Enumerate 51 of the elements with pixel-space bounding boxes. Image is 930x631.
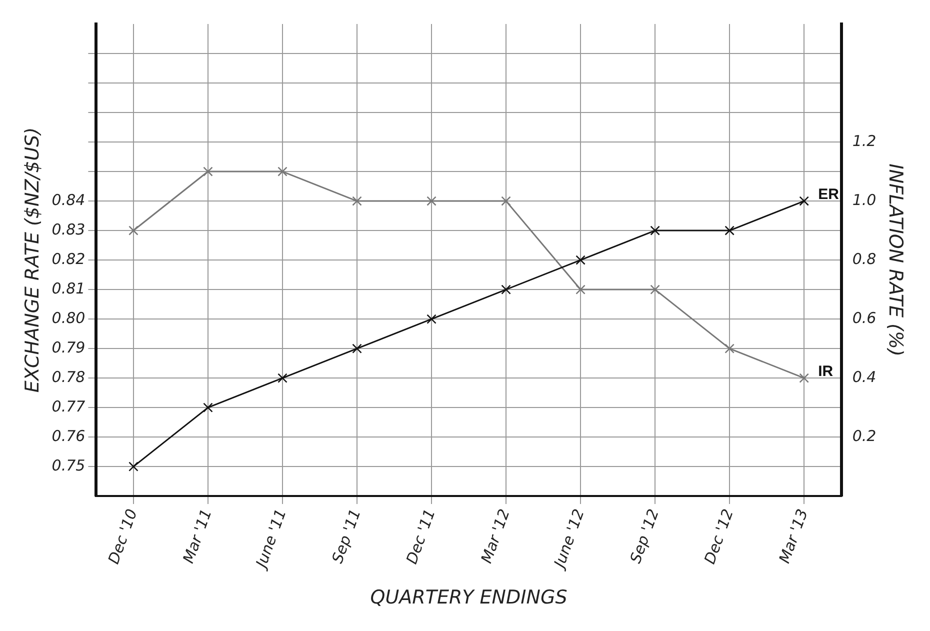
point bbox=[128, 462, 138, 472]
point bbox=[799, 373, 809, 383]
y2-tick-label: 0.6 bbox=[852, 308, 876, 327]
y-tick-label: 0.81 bbox=[52, 279, 86, 298]
point bbox=[352, 196, 362, 206]
point bbox=[203, 166, 213, 176]
point bbox=[799, 196, 809, 206]
point bbox=[128, 226, 138, 236]
y2-tick-label: 1.0 bbox=[852, 190, 876, 209]
y-tick-label: 0.76 bbox=[52, 426, 86, 445]
series-label: IR bbox=[818, 363, 834, 380]
point bbox=[576, 284, 586, 294]
point bbox=[724, 344, 734, 354]
y-tick-label: 0.75 bbox=[52, 456, 86, 474]
y2-axis-title: INFLATION RATE (%) bbox=[884, 164, 907, 356]
x-tick-label: Dec '10 bbox=[104, 506, 141, 566]
y-tick-label: 0.79 bbox=[52, 338, 86, 356]
point bbox=[650, 226, 660, 236]
point bbox=[426, 314, 436, 324]
point bbox=[203, 402, 213, 412]
point bbox=[278, 373, 288, 383]
point bbox=[650, 284, 660, 294]
series-label: ER bbox=[818, 186, 840, 204]
y-tick-label: 0.80 bbox=[52, 308, 86, 327]
point bbox=[426, 196, 436, 206]
y2-tick-label: 0.2 bbox=[852, 426, 876, 445]
point bbox=[501, 284, 511, 294]
y-tick-label: 0.78 bbox=[52, 368, 86, 386]
y2-tick-label: 0.4 bbox=[852, 368, 876, 386]
point bbox=[278, 166, 288, 176]
y2-tick-label: 0.8 bbox=[852, 250, 876, 268]
y-tick-label: 0.82 bbox=[52, 250, 86, 268]
x-tick-label: June '12 bbox=[549, 506, 588, 573]
y-axis-title: EXCHANGE RATE ($NZ/$US) bbox=[21, 127, 44, 393]
x-tick-label: Mar '13 bbox=[775, 506, 812, 566]
x-tick-label: Sep '12 bbox=[626, 506, 662, 566]
x-tick-label: Sep '11 bbox=[328, 506, 364, 566]
point bbox=[724, 226, 734, 236]
x-tick-label: Dec '12 bbox=[700, 506, 737, 566]
y-tick-label: 0.77 bbox=[52, 397, 86, 416]
x-tick-label: June '11 bbox=[251, 506, 290, 573]
point bbox=[501, 196, 511, 206]
y-tick-label: 0.84 bbox=[52, 190, 86, 209]
x-tick-label: Mar '11 bbox=[179, 506, 216, 566]
point bbox=[352, 344, 362, 354]
y2-tick-label: 1.2 bbox=[852, 132, 876, 150]
x-tick-label: Mar '12 bbox=[477, 506, 514, 566]
x-axis-title: QUARTERY ENDINGS bbox=[370, 586, 568, 609]
x-tick-label: Dec '11 bbox=[402, 506, 439, 566]
y-tick-label: 0.83 bbox=[52, 220, 86, 238]
point bbox=[576, 255, 586, 265]
